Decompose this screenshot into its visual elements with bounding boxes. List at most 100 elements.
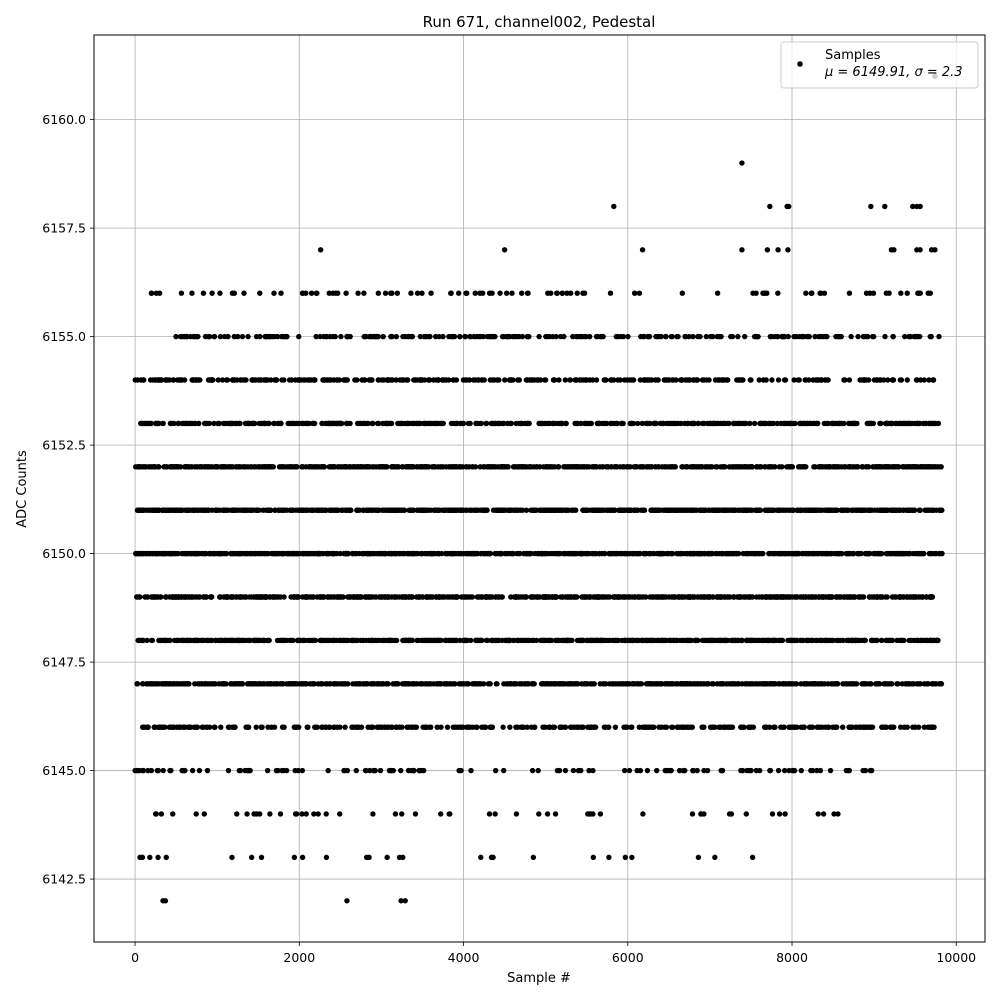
data-point: [845, 767, 852, 774]
data-point: [376, 550, 382, 557]
data-point: [638, 507, 645, 513]
data-point: [629, 594, 635, 600]
data-point: [299, 854, 306, 861]
data-point: [670, 637, 676, 644]
data-point: [306, 637, 313, 644]
data-point: [511, 681, 517, 687]
data-point: [282, 550, 288, 557]
data-point: [182, 767, 188, 774]
data-point: [426, 550, 432, 557]
data-point: [612, 724, 619, 730]
data-point: [169, 594, 176, 600]
data-point: [585, 811, 591, 817]
data-point: [416, 594, 422, 600]
data-point: [268, 724, 275, 730]
data-point: [160, 767, 166, 774]
data-point: [826, 594, 832, 600]
data-point: [345, 550, 351, 557]
data-point: [923, 507, 930, 513]
data-point: [283, 767, 290, 774]
data-point: [554, 767, 561, 774]
data-point: [622, 550, 629, 557]
data-point: [553, 594, 560, 600]
data-point: [325, 594, 331, 600]
data-point: [360, 681, 366, 687]
data-point: [849, 724, 855, 730]
data-point: [160, 724, 166, 730]
data-point: [737, 594, 743, 600]
data-point: [246, 681, 252, 687]
data-point: [937, 550, 943, 557]
data-point: [155, 724, 162, 730]
data-point: [684, 637, 690, 644]
data-point: [201, 811, 207, 817]
data-point: [605, 724, 611, 730]
data-point: [831, 464, 837, 470]
data-point: [586, 464, 592, 470]
data-point: [525, 637, 532, 644]
data-point: [739, 160, 745, 166]
data-point: [805, 550, 812, 557]
data-point: [354, 681, 360, 687]
data-point: [320, 550, 326, 557]
data-point: [793, 550, 800, 557]
data-point: [410, 681, 417, 687]
data-point: [832, 724, 838, 730]
data-point: [186, 724, 193, 730]
data-point: [367, 594, 373, 600]
data-point: [759, 637, 765, 644]
data-point: [478, 594, 485, 600]
data-point: [302, 681, 309, 687]
data-point: [452, 594, 458, 600]
data-point: [331, 550, 337, 557]
data-point: [444, 550, 450, 557]
data-point: [482, 507, 488, 513]
data-point: [331, 464, 337, 470]
data-point: [609, 550, 615, 557]
data-point: [477, 681, 484, 687]
data-point: [740, 550, 746, 557]
data-point: [735, 637, 742, 644]
data-point: [251, 811, 257, 817]
data-point: [798, 681, 804, 687]
data-point: [423, 724, 429, 730]
data-point: [930, 681, 936, 687]
data-point: [365, 464, 372, 470]
data-point: [728, 724, 734, 730]
data-point: [864, 550, 871, 557]
data-point: [530, 854, 537, 861]
data-point: [546, 724, 553, 730]
data-point: [631, 637, 637, 644]
data-point: [744, 767, 750, 774]
data-point: [603, 464, 609, 470]
data-point: [816, 681, 823, 687]
data-point: [626, 767, 633, 774]
data-point: [844, 681, 850, 687]
data-point: [879, 550, 885, 557]
data-point: [869, 637, 875, 644]
data-point: [462, 594, 468, 600]
data-point: [366, 854, 372, 861]
data-point: [492, 811, 498, 817]
data-point: [458, 507, 465, 513]
data-point: [354, 637, 361, 644]
data-point: [411, 767, 417, 774]
data-point: [460, 550, 466, 557]
data-point: [349, 637, 356, 644]
data-point: [467, 637, 474, 644]
data-point: [237, 767, 244, 774]
data-point: [772, 681, 779, 687]
data-point: [728, 811, 735, 817]
data-point: [767, 681, 773, 687]
data-point: [229, 854, 235, 861]
data-point: [202, 681, 208, 687]
data-point: [600, 681, 607, 687]
data-point: [683, 550, 690, 557]
data-point: [222, 637, 228, 644]
data-point: [783, 550, 789, 557]
data-point: [677, 507, 683, 513]
data-point: [769, 507, 776, 513]
data-point: [208, 594, 214, 600]
data-point: [538, 681, 545, 687]
data-point: [605, 594, 611, 600]
